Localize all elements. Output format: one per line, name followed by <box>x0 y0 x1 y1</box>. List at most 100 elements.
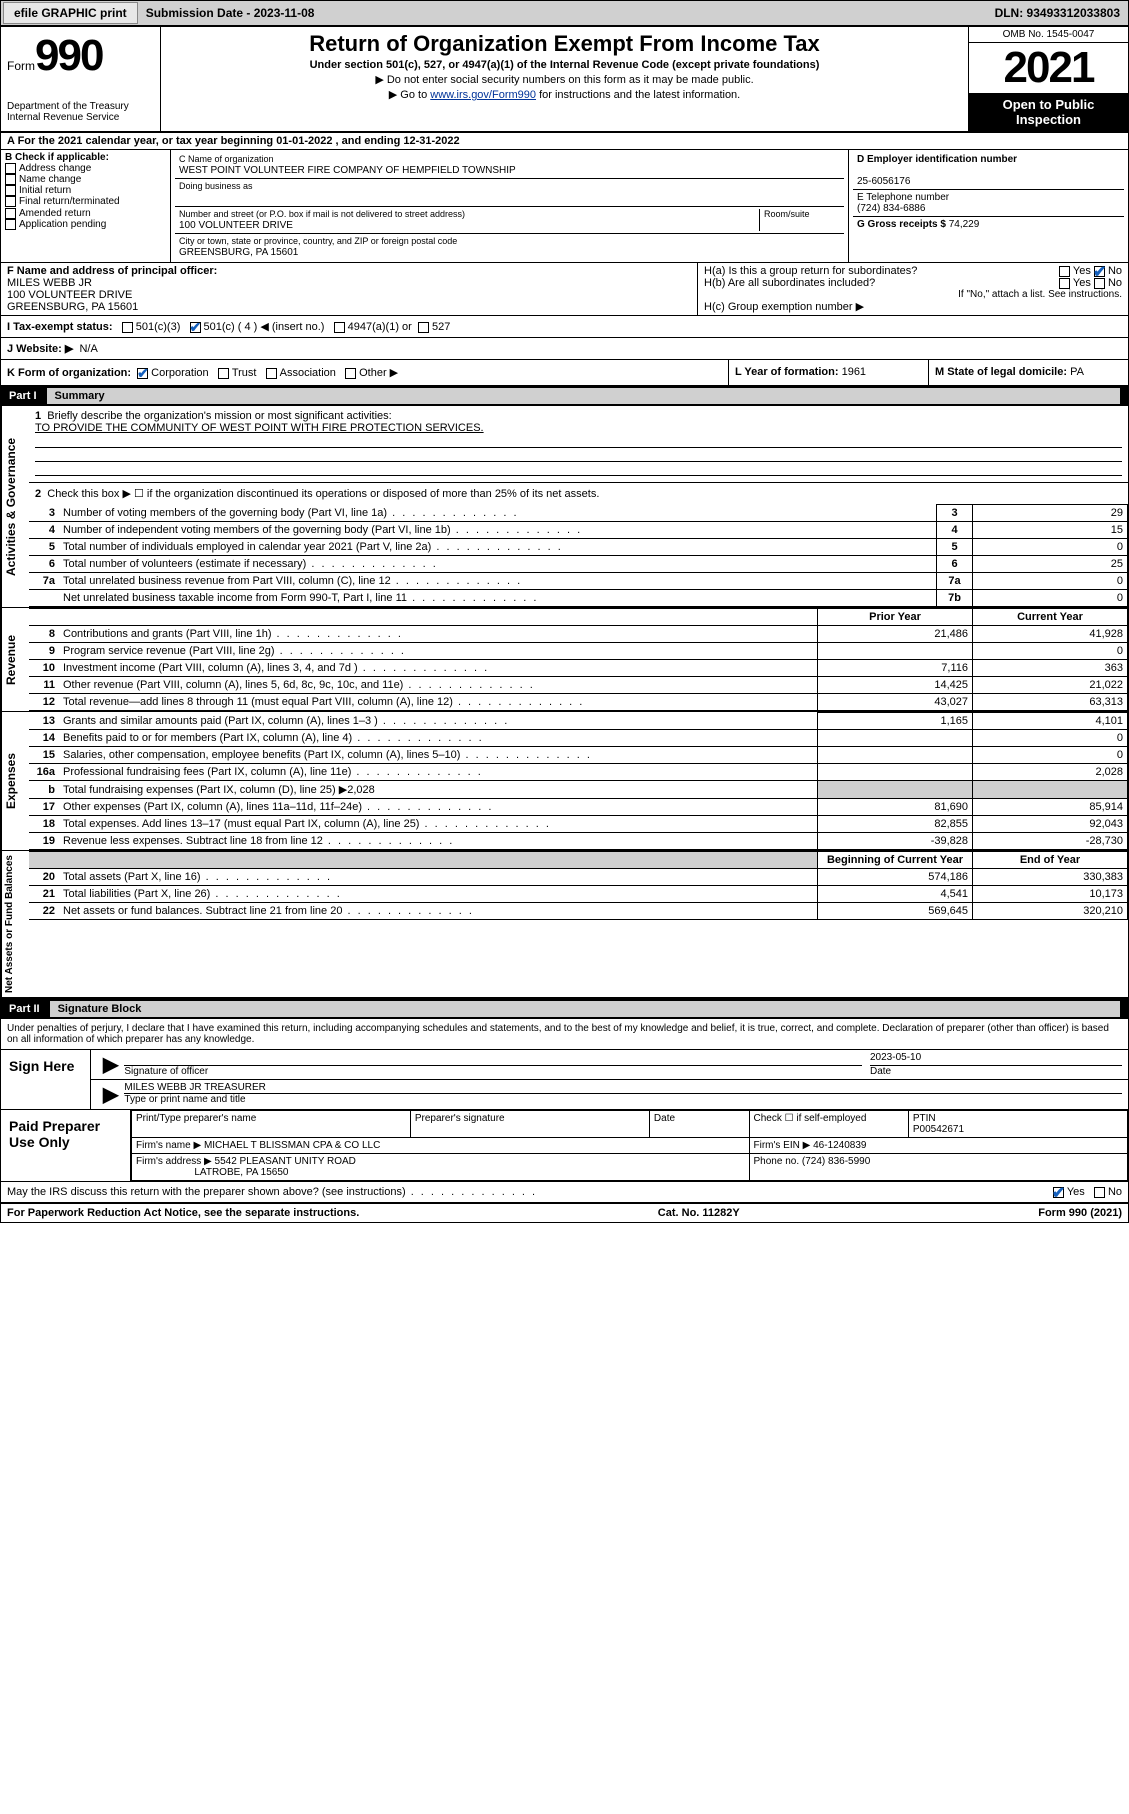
table-row: 17Other expenses (Part IX, column (A), l… <box>29 799 1128 816</box>
officer-name: MILES WEBB JR <box>7 277 92 289</box>
table-netassets: Beginning of Current YearEnd of Year20To… <box>29 851 1128 920</box>
chk-discuss-no[interactable] <box>1094 1187 1105 1198</box>
table-row: 3Number of voting members of the governi… <box>29 505 1128 522</box>
opt-corp: Corporation <box>151 367 208 379</box>
subtitle-2: ▶ Do not enter social security numbers o… <box>171 73 958 86</box>
side-expenses: Expenses <box>1 712 29 850</box>
sub3-pre: ▶ Go to <box>389 89 430 101</box>
part2-header: Part II Signature Block <box>1 999 1128 1019</box>
subtitle-1: Under section 501(c), 527, or 4947(a)(1)… <box>171 59 958 71</box>
efile-print-button[interactable]: efile GRAPHIC print <box>3 2 138 24</box>
table-row: 22Net assets or fund balances. Subtract … <box>29 903 1128 920</box>
gross-receipts: 74,229 <box>949 219 980 230</box>
firm-addr2: LATROBE, PA 15650 <box>194 1167 288 1178</box>
table-row: 15Salaries, other compensation, employee… <box>29 747 1128 764</box>
table-header-row: Prior YearCurrent Year <box>29 609 1128 626</box>
dba-lbl: Doing business as <box>179 181 253 191</box>
chk-name-change[interactable] <box>5 174 16 185</box>
firm-name-lbl: Firm's name ▶ <box>136 1140 201 1151</box>
opt-527: 527 <box>432 321 450 333</box>
table-row: 10Investment income (Part VIII, column (… <box>29 660 1128 677</box>
opt-other: Other ▶ <box>359 367 398 379</box>
firm-phone: (724) 836-5990 <box>802 1156 870 1167</box>
chk-other[interactable] <box>345 368 356 379</box>
ptin-val: P00542671 <box>913 1124 964 1135</box>
submission-date: Submission Date - 2023-11-08 <box>140 6 321 20</box>
hb-note: If "No," attach a list. See instructions… <box>704 289 1122 300</box>
lbl-application-pending: Application pending <box>19 219 106 230</box>
sig-arrow-icon: ▶ <box>97 1052 124 1077</box>
paid-preparer-table: Print/Type preparer's name Preparer's si… <box>131 1110 1128 1181</box>
chk-hb-no[interactable] <box>1094 278 1105 289</box>
addr-lbl: Number and street (or P.O. box if mail i… <box>179 209 465 219</box>
sig-officer-lbl: Signature of officer <box>124 1066 208 1077</box>
lbl-initial-return: Initial return <box>19 185 71 196</box>
opt-assoc: Association <box>280 367 336 379</box>
year-formation: 1961 <box>842 366 866 378</box>
discuss-text: May the IRS discuss this return with the… <box>7 1186 406 1198</box>
table-revenue: Prior YearCurrent Year8Contributions and… <box>29 608 1128 711</box>
row-i: I Tax-exempt status: 501(c)(3) 501(c) ( … <box>1 316 1128 338</box>
opt-501c: 501(c) ( 4 ) ◀ (insert no.) <box>204 321 325 333</box>
chk-amended-return[interactable] <box>5 208 16 219</box>
pp-check-lbl: Check ☐ if self-employed <box>754 1113 867 1124</box>
row-j: J Website: ▶ N/A <box>1 338 1128 360</box>
chk-discuss-yes[interactable] <box>1053 1187 1064 1198</box>
j-lbl: J Website: ▶ <box>7 343 73 355</box>
chk-ha-yes[interactable] <box>1059 266 1070 277</box>
form-word: Form <box>7 59 35 73</box>
table-row: 16aProfessional fundraising fees (Part I… <box>29 764 1128 781</box>
subtitle-3: ▶ Go to www.irs.gov/Form990 for instruct… <box>171 88 958 101</box>
pp-name-lbl: Print/Type preparer's name <box>136 1113 256 1124</box>
chk-4947[interactable] <box>334 322 345 333</box>
chk-initial-return[interactable] <box>5 185 16 196</box>
footer-right: Form 990 (2021) <box>1038 1207 1122 1219</box>
chk-final-return[interactable] <box>5 196 16 207</box>
lbl-yes2: Yes <box>1073 277 1091 289</box>
chk-corporation[interactable] <box>137 368 148 379</box>
side-revenue: Revenue <box>1 608 29 711</box>
firm-phone-lbl: Phone no. <box>754 1156 800 1167</box>
dln-label: DLN: 93493312033803 <box>995 6 1128 20</box>
table-row: 13Grants and similar amounts paid (Part … <box>29 713 1128 730</box>
section-bcdeg: B Check if applicable: Address change Na… <box>1 150 1128 263</box>
tax-year: 2021 <box>969 43 1128 93</box>
table-row: 11Other revenue (Part VIII, column (A), … <box>29 677 1128 694</box>
chk-address-change[interactable] <box>5 163 16 174</box>
chk-application-pending[interactable] <box>5 219 16 230</box>
chk-501c3[interactable] <box>122 322 133 333</box>
opt-trust: Trust <box>232 367 257 379</box>
i-lbl: I Tax-exempt status: <box>7 321 113 333</box>
footer-mid: Cat. No. 11282Y <box>658 1207 740 1219</box>
lbl-name-change: Name change <box>19 174 81 185</box>
sig-date-lbl: Date <box>870 1066 891 1077</box>
lbl-yes: Yes <box>1073 265 1091 277</box>
chk-501c[interactable] <box>190 322 201 333</box>
chk-ha-no[interactable] <box>1094 266 1105 277</box>
chk-hb-yes[interactable] <box>1059 278 1070 289</box>
org-address: 100 VOLUNTEER DRIVE <box>179 220 293 231</box>
officer-addr1: 100 VOLUNTEER DRIVE <box>7 289 132 301</box>
phone-value: (724) 834-6886 <box>857 203 925 214</box>
irs-link[interactable]: www.irs.gov/Form990 <box>430 89 536 101</box>
website-value: N/A <box>79 343 97 355</box>
sign-here-block: Sign Here ▶ Signature of officer 2023-05… <box>1 1050 1128 1110</box>
chk-527[interactable] <box>418 322 429 333</box>
chk-association[interactable] <box>266 368 277 379</box>
box-deg: D Employer identification number 25-6056… <box>848 150 1128 262</box>
box-b: B Check if applicable: Address change Na… <box>1 150 171 262</box>
paid-preparer-block: Paid Preparer Use Only Print/Type prepar… <box>1 1110 1128 1182</box>
officer-addr2: GREENSBURG, PA 15601 <box>7 301 138 313</box>
firm-addr1: 5542 PLEASANT UNITY ROAD <box>215 1156 356 1167</box>
chk-trust[interactable] <box>218 368 229 379</box>
box-b-title: B Check if applicable: <box>5 152 109 163</box>
part2-name: Part II <box>9 1001 50 1017</box>
sign-here-label: Sign Here <box>1 1050 91 1109</box>
firm-ein-lbl: Firm's EIN ▶ <box>754 1140 811 1151</box>
omb-number: OMB No. 1545-0047 <box>969 27 1128 43</box>
discuss-row: May the IRS discuss this return with the… <box>1 1182 1128 1203</box>
table-row: Net unrelated business taxable income fr… <box>29 590 1128 607</box>
org-city: GREENSBURG, PA 15601 <box>179 247 298 258</box>
ptin-lbl: PTIN <box>913 1113 936 1124</box>
table-header-row: Beginning of Current YearEnd of Year <box>29 852 1128 869</box>
